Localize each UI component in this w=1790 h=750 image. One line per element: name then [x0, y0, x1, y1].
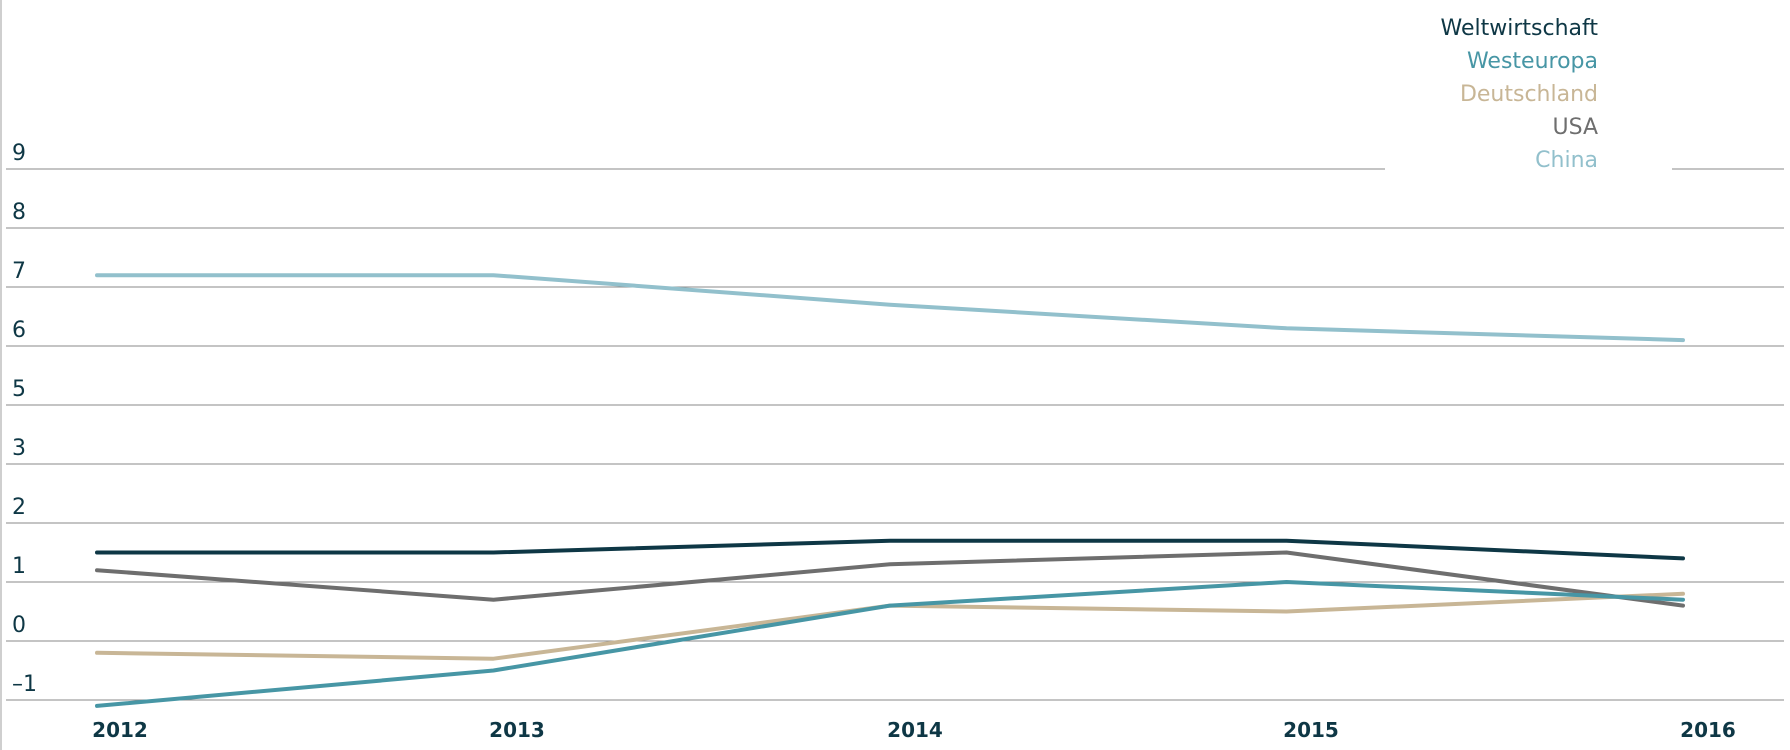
x-tick-label: 2014: [887, 718, 943, 742]
legend: Weltwirtschaft Westeuropa Deutschland USA Ch…: [1441, 16, 1599, 173]
y-tick-label: 9: [12, 141, 26, 166]
x-tick-label: 2012: [92, 718, 148, 742]
y-tick-label: 7: [12, 259, 26, 284]
legend-item-usa: USA: [1552, 115, 1598, 140]
series-line-china: [95, 273, 1685, 343]
legend-item-westeuropa: Westeuropa: [1467, 49, 1598, 74]
y-tick-label: 5: [12, 377, 26, 402]
legend-item-china: China: [1535, 148, 1598, 173]
y-tick-label: 0: [12, 613, 26, 638]
y-tick-label: 3: [12, 436, 26, 461]
legend-item-weltwirtschaft: Weltwirtschaft: [1441, 16, 1599, 41]
x-tick-label: 2013: [489, 718, 545, 742]
series-line-westeuropa: [95, 580, 1685, 708]
series-layer: [95, 273, 1685, 708]
series-line-usa: [95, 550, 1685, 608]
series-line-weltwirtschaft: [95, 538, 1685, 561]
y-axis-ticks: 9 8 7 6 5 3 2 1 0 –1: [12, 141, 37, 697]
x-axis-ticks: 2012 2013 2014 2015 2016: [92, 718, 1736, 742]
grid-layer: [6, 168, 1784, 701]
y-tick-label: 6: [12, 318, 26, 343]
legend-item-deutschland: Deutschland: [1460, 82, 1598, 107]
y-tick-label: 8: [12, 200, 26, 225]
y-tick-label: –1: [12, 672, 37, 697]
x-tick-label: 2016: [1680, 718, 1736, 742]
y-tick-label: 2: [12, 495, 26, 520]
x-tick-label: 2015: [1283, 718, 1339, 742]
y-tick-label: 1: [12, 554, 26, 579]
